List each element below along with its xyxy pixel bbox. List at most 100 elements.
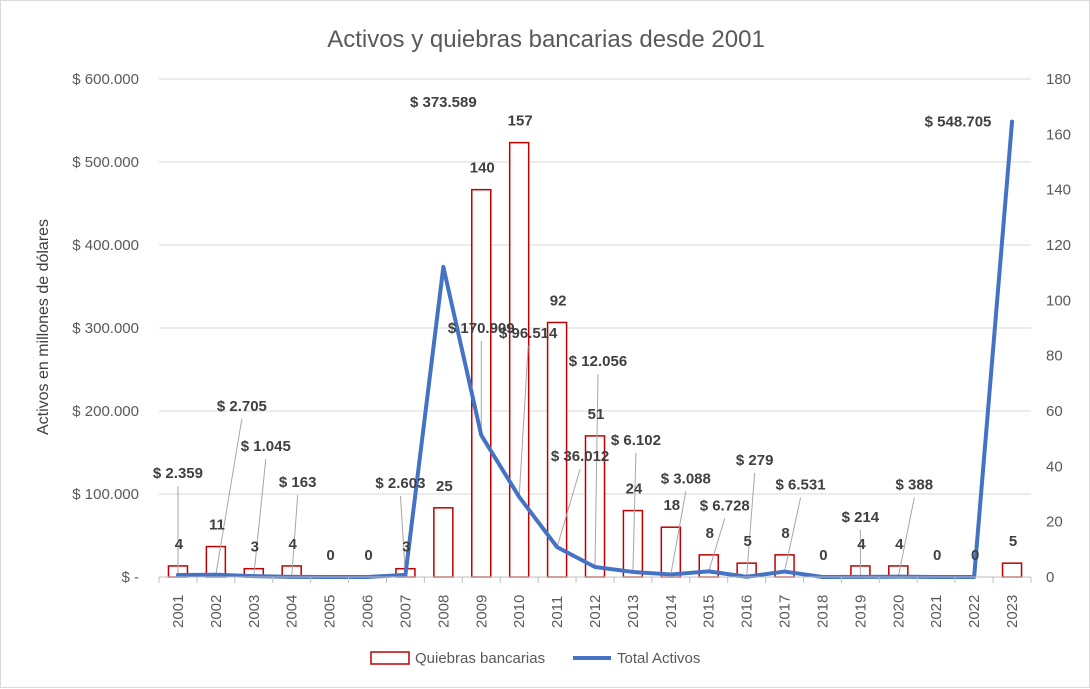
bar-data-label: 0 [819, 547, 827, 564]
bar-data-label: 0 [933, 547, 941, 564]
leader-line [291, 494, 299, 577]
x-tick-label: 2012 [587, 595, 604, 628]
x-tick-label: 2023 [1004, 595, 1021, 628]
leader-line [708, 518, 726, 572]
line-data-label: $ 373.589 [410, 94, 477, 111]
x-tick-label: 2014 [663, 595, 680, 628]
leader-line [556, 468, 581, 548]
y-tick-label: $ 500.000 [72, 154, 139, 171]
x-tick-label: 2006 [360, 595, 377, 628]
line-data-label: $ 279 [736, 452, 774, 469]
x-tick-label: 2004 [284, 595, 301, 628]
y-tick-label: $ - [121, 569, 139, 586]
leader-line [897, 497, 915, 577]
bar-data-label: 8 [781, 525, 789, 542]
x-tick-label: 2017 [777, 595, 794, 628]
leader-lines [177, 341, 915, 577]
x-tick-label: 2002 [208, 595, 225, 628]
y2-tick-label: 60 [1046, 403, 1063, 420]
leader-line [784, 497, 802, 572]
x-tick-label: 2005 [322, 595, 339, 628]
y2-tick-label: 40 [1046, 458, 1063, 475]
y2-tick-label: 80 [1046, 348, 1063, 365]
bar-data-label: 4 [895, 536, 904, 553]
bar-data-label: 51 [588, 406, 605, 423]
gridlines [159, 78, 1031, 495]
line-data-label: $ 2.705 [217, 398, 267, 415]
bar-data-label: 92 [550, 292, 567, 309]
line-data-label: $ 388 [896, 477, 934, 494]
x-tick-label: 2022 [966, 595, 983, 628]
data-labels: 4 11 3 4 0 0 3 25 140 157 92 51 24 18 8 5 8 0 4 4 0 0 5 $ 2.359… [153, 94, 1017, 564]
x-tick-label: 2013 [625, 595, 642, 628]
y-tick-label: $ 200.000 [72, 403, 139, 420]
line-data-label: $ 6.102 [611, 432, 661, 449]
y2-tick-label: 0 [1046, 569, 1054, 586]
axes: $ - $ 100.000 $ 200.000 $ 300.000 $ 400.000 $… [72, 71, 1071, 628]
bar-data-label: 4 [175, 536, 184, 553]
line-data-label: $ 1.045 [241, 438, 291, 455]
line-data-label: $ 96.514 [499, 325, 558, 342]
y-tick-label: $ 300.000 [72, 320, 139, 337]
y2-tick-label: 120 [1046, 237, 1071, 254]
bar-data-label: 157 [508, 113, 533, 130]
leader-line [399, 495, 406, 575]
leader-line [253, 459, 267, 577]
line-data-label: $ 170.909 [448, 320, 515, 337]
bar-data-label: 18 [663, 497, 680, 514]
chart-title: Activos y quiebras bancarias desde 2001 [327, 26, 765, 53]
bar-data-label: 5 [1009, 533, 1017, 550]
bar-data-label: 0 [326, 547, 334, 564]
x-tick-label: 2021 [928, 595, 945, 628]
x-tick-label: 2020 [890, 595, 907, 628]
x-tick-label: 2010 [511, 595, 528, 628]
x-tick-label: 2007 [397, 595, 414, 628]
bar-data-label: 3 [402, 539, 410, 556]
x-tick-label: 2003 [246, 595, 263, 628]
bar-data-label: 4 [289, 536, 298, 553]
y2-tick-label: 140 [1046, 182, 1071, 199]
leader-line [670, 491, 687, 575]
y-tick-label: $ 100.000 [72, 486, 139, 503]
leader-line [594, 373, 599, 568]
bar-data-label: 4 [857, 536, 866, 553]
line-data-label: $ 214 [842, 509, 880, 526]
x-tick-label: 2009 [473, 595, 490, 628]
bar-data-label: 3 [251, 539, 259, 556]
line-data-label: $ 2.603 [375, 475, 425, 492]
bar [660, 526, 682, 578]
line-data-label: $ 6.728 [700, 497, 750, 514]
y2-tick-label: 20 [1046, 514, 1063, 531]
leader-line [632, 452, 637, 572]
y-tick-label: $ 400.000 [72, 237, 139, 254]
bar [1001, 562, 1023, 578]
bar-data-label: 25 [436, 478, 453, 495]
x-tick-label: 2016 [739, 595, 756, 628]
legend-bar-swatch [370, 651, 410, 665]
y2-tick-label: 180 [1046, 71, 1071, 88]
x-tick-label: 2011 [549, 596, 566, 628]
y2-tick-label: 160 [1046, 126, 1071, 143]
bar-data-label: 140 [470, 160, 495, 177]
line-data-label: $ 2.359 [153, 465, 203, 482]
x-tick-label: 2015 [701, 595, 718, 628]
bar-data-label: 5 [743, 533, 751, 550]
bar-data-label: 11 [209, 517, 225, 534]
line-data-label: $ 548.705 [925, 114, 992, 131]
bar [433, 507, 454, 578]
legend-label: Quiebras bancarias [415, 650, 545, 667]
y-tick-label: $ 600.000 [72, 71, 139, 88]
y-axis-label: Activos en millones de dólares [35, 219, 52, 435]
x-tick-label: 2001 [170, 595, 187, 628]
bar-data-label: 8 [706, 525, 714, 542]
line-data-label: $ 12.056 [569, 353, 627, 370]
line-data-label: $ 163 [279, 474, 317, 491]
leader-line [215, 418, 243, 575]
bar-data-label: 0 [364, 547, 372, 564]
line-data-label: $ 3.088 [661, 470, 711, 487]
line-data-label: $ 6.531 [776, 477, 826, 494]
x-tick-label: 2008 [435, 595, 452, 628]
line-data-label: $ 36.012 [551, 448, 609, 465]
